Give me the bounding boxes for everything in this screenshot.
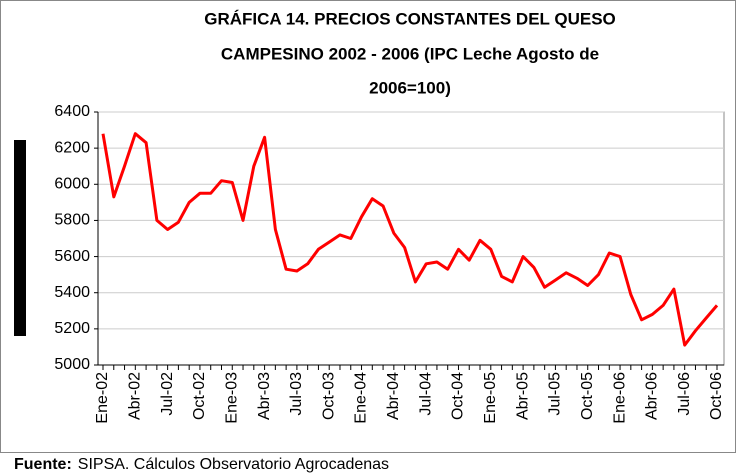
x-tick-label: Abr-02 bbox=[127, 372, 144, 420]
x-tick-label: Ene-05 bbox=[482, 372, 499, 424]
chart-title: GRÁFICA 14. PRECIOS CONSTANTES DEL QUESO bbox=[204, 9, 616, 28]
plot-area bbox=[97, 111, 725, 366]
source-label: Fuente: bbox=[14, 456, 72, 473]
x-tick-label: Oct-03 bbox=[320, 372, 337, 420]
y-tick-label: 6200 bbox=[54, 139, 90, 156]
data-line bbox=[101, 132, 719, 347]
y-tick-label: 5600 bbox=[54, 248, 90, 265]
y-tick-label: 5400 bbox=[54, 284, 90, 301]
x-tick-label: Ene-02 bbox=[94, 372, 111, 424]
x-tick-label: Oct-06 bbox=[708, 372, 725, 420]
source: Fuente: SIPSA. Cálculos Observatorio Agro… bbox=[14, 456, 389, 473]
x-tick-label: Abr-03 bbox=[256, 372, 273, 420]
y-tick-label: 6400 bbox=[54, 103, 90, 120]
x-tick-label: Ene-03 bbox=[223, 372, 240, 424]
x-tick-label: Oct-05 bbox=[579, 372, 596, 420]
y-tick-label: 6000 bbox=[54, 176, 90, 193]
x-tick-label: Oct-02 bbox=[191, 372, 208, 420]
x-tick-label: Ene-04 bbox=[353, 372, 370, 424]
x-tick-label: Jul-05 bbox=[547, 372, 564, 416]
chart-title: 2006=100) bbox=[369, 78, 451, 97]
x-tick-label: Oct-04 bbox=[450, 372, 467, 420]
y-tick-label: 5800 bbox=[54, 212, 90, 229]
x-tick-label: Jul-02 bbox=[159, 372, 176, 416]
x-tick-label: Ene-06 bbox=[611, 372, 628, 424]
source-text: SIPSA. Cálculos Observatorio Agrocadenas bbox=[78, 456, 389, 473]
x-tick-label: Abr-04 bbox=[385, 372, 402, 420]
y-tick-label: 5200 bbox=[54, 320, 90, 337]
x-tick-label: Jul-06 bbox=[676, 372, 693, 416]
chart-title: CAMPESINO 2002 - 2006 (IPC Leche Agosto … bbox=[221, 44, 599, 63]
y-tick-label: 5000 bbox=[54, 356, 90, 373]
x-tick-label: Abr-05 bbox=[514, 372, 531, 420]
side-bar bbox=[14, 140, 26, 336]
x-tick-label: Jul-03 bbox=[288, 372, 305, 416]
x-tick-label: Jul-04 bbox=[417, 372, 434, 416]
x-tick-label: Abr-06 bbox=[644, 372, 661, 420]
